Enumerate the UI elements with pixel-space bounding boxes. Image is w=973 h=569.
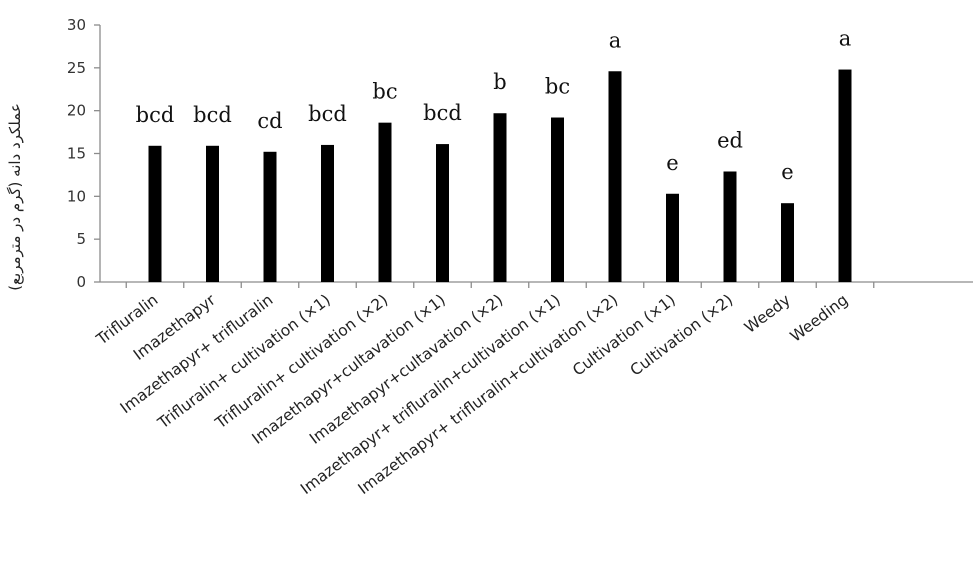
significance-letter: b [493, 70, 506, 94]
y-tick-label: 15 [67, 145, 86, 163]
bar [838, 69, 852, 283]
bar [493, 113, 507, 282]
bar [723, 171, 737, 282]
x-category-label: Imazethapyr+ trifluralin+cultivation (×1… [297, 291, 564, 498]
significance-letter: cd [257, 109, 282, 133]
significance-letter: bcd [423, 101, 462, 125]
bar [781, 203, 794, 282]
bar [378, 122, 392, 282]
y-tick-label: 5 [76, 230, 86, 248]
significance-letter: bc [372, 80, 397, 104]
y-tick-label: 0 [76, 273, 86, 291]
bar [321, 144, 334, 282]
y-tick-label: 10 [67, 187, 86, 205]
bar [608, 71, 622, 282]
bar [436, 144, 449, 282]
y-tick-label: 25 [67, 59, 86, 77]
significance-letter: bc [545, 75, 570, 99]
x-category-label: Weedy [741, 291, 794, 337]
y-axis-title: عملکرد دانه (گرم در مترمربع) [6, 103, 24, 291]
y-tick-label: 20 [67, 102, 86, 120]
y-axis-ticks: 0 5 10 15 20 25 30 [67, 16, 875, 291]
y-tick-label: 30 [67, 16, 86, 34]
significance-letter: a [609, 28, 622, 52]
bars [148, 69, 852, 283]
x-category-label: Cultivation (×1) [569, 291, 679, 380]
bar [263, 151, 277, 282]
x-category-label: Weeding [787, 291, 852, 346]
significance-letter: bcd [136, 103, 175, 127]
significance-letter: e [781, 160, 793, 184]
bar [666, 193, 679, 282]
bar [551, 117, 564, 283]
significance-letter: a [839, 27, 852, 51]
significance-letter: bcd [193, 103, 232, 127]
significance-letter: bcd [308, 102, 347, 126]
bar [148, 145, 162, 282]
significance-letter: ed [717, 128, 743, 152]
bar [206, 145, 219, 282]
x-category-label: Cultivation (×2) [627, 291, 737, 380]
significance-letter: e [666, 151, 678, 175]
x-category-label: Imazethapyr+ trifluralin+cultivation (×2… [355, 291, 622, 498]
